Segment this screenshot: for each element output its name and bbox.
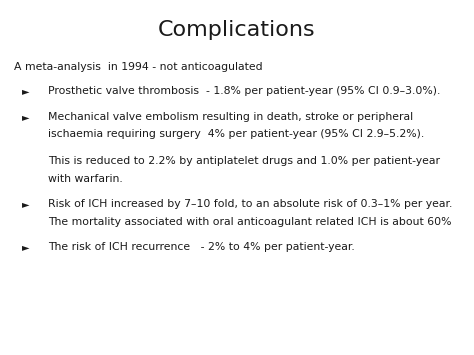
Text: ►: ► <box>22 242 29 252</box>
Text: The mortality associated with oral anticoagulant related ICH is about 60%: The mortality associated with oral antic… <box>48 217 452 227</box>
Text: Risk of ICH increased by 7–10 fold, to an absolute risk of 0.3–1% per year.: Risk of ICH increased by 7–10 fold, to a… <box>48 200 452 209</box>
Text: ►: ► <box>22 200 29 209</box>
Text: Mechanical valve embolism resulting in death, stroke or peripheral: Mechanical valve embolism resulting in d… <box>48 112 413 122</box>
Text: The risk of ICH recurrence   - 2% to 4% per patient-year.: The risk of ICH recurrence - 2% to 4% pe… <box>48 242 355 252</box>
Text: This is reduced to 2.2% by antiplatelet drugs and 1.0% per patient-year: This is reduced to 2.2% by antiplatelet … <box>48 157 440 166</box>
Text: Prosthetic valve thrombosis  - 1.8% per patient-year (95% CI 0.9–3.0%).: Prosthetic valve thrombosis - 1.8% per p… <box>48 87 440 97</box>
Text: ischaemia requiring surgery  4% per patient-year (95% CI 2.9–5.2%).: ischaemia requiring surgery 4% per patie… <box>48 129 424 140</box>
Text: A meta-analysis  in 1994 - not anticoagulated: A meta-analysis in 1994 - not anticoagul… <box>14 62 263 72</box>
Text: with warfarin.: with warfarin. <box>48 174 123 184</box>
Text: ►: ► <box>22 87 29 97</box>
Text: ►: ► <box>22 112 29 122</box>
Text: Complications: Complications <box>158 20 316 40</box>
